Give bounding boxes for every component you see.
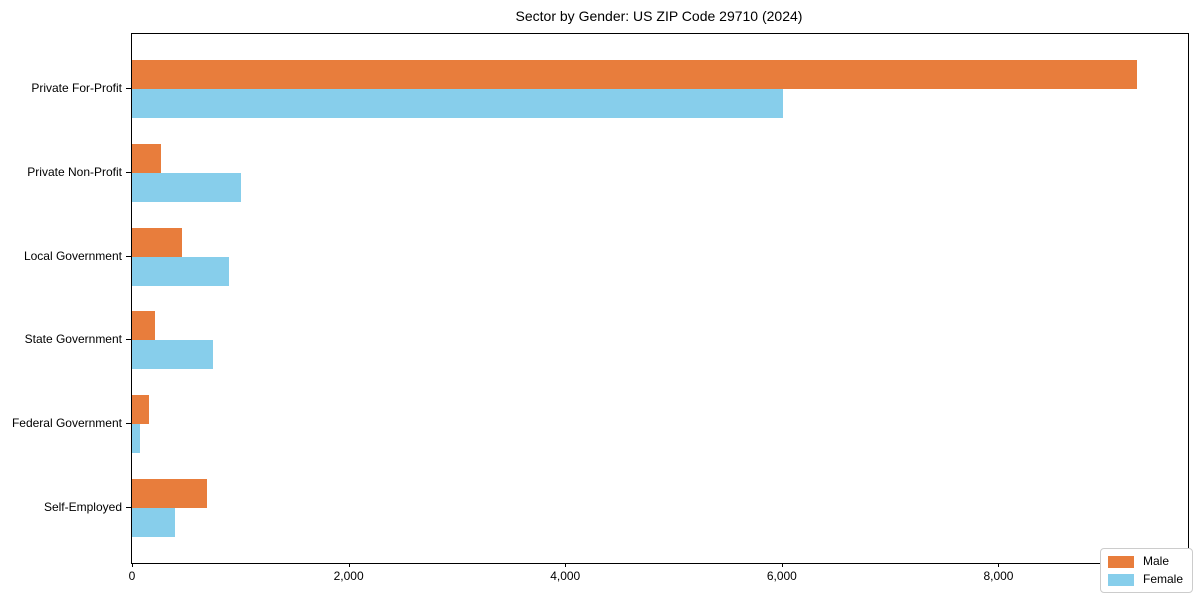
y-tick-label-federal-government: Federal Government xyxy=(11,416,122,431)
x-tick-mark xyxy=(132,563,133,567)
x-tick-label-6-000: 6,000 xyxy=(766,569,797,583)
plot-area xyxy=(131,33,1189,564)
bar-male-local-government xyxy=(132,227,182,257)
legend-swatch-female xyxy=(1107,573,1134,586)
x-tick-mark xyxy=(998,563,1000,567)
x-tick-label-4-000: 4,000 xyxy=(550,569,581,583)
legend-label-female: Female xyxy=(1142,572,1183,586)
x-tick-mark xyxy=(348,563,350,567)
bar-female-state-government xyxy=(132,340,213,370)
y-tick-mark xyxy=(126,507,131,509)
legend: Male Female xyxy=(1099,548,1193,593)
x-tick-label-2-000: 2,000 xyxy=(333,569,364,583)
bar-male-self-employed xyxy=(132,479,207,509)
bar-male-private-non-profit xyxy=(132,143,161,173)
x-tick-label-8-000: 8,000 xyxy=(983,569,1014,583)
bar-male-private-for-profit xyxy=(132,59,1137,89)
bar-female-private-for-profit xyxy=(132,88,783,118)
y-tick-label-local-government: Local Government xyxy=(23,248,122,263)
bar-female-federal-government xyxy=(132,424,140,454)
y-tick-mark xyxy=(126,171,131,173)
legend-swatch-male xyxy=(1107,555,1134,568)
legend-label-male: Male xyxy=(1142,554,1169,568)
y-tick-label-self-employed: Self-Employed xyxy=(43,500,122,515)
bar-male-federal-government xyxy=(132,395,149,425)
y-tick-mark xyxy=(126,339,131,341)
bar-female-private-non-profit xyxy=(132,172,241,202)
y-tick-mark xyxy=(126,423,131,425)
bar-male-state-government xyxy=(132,311,155,341)
y-tick-label-private-for-profit: Private For-Profit xyxy=(31,80,122,95)
y-tick-label-private-non-profit: Private Non-Profit xyxy=(27,164,122,179)
legend-entry-female: Female xyxy=(1107,572,1183,586)
bar-female-self-employed xyxy=(132,508,175,538)
y-tick-label-state-government: State Government xyxy=(24,332,122,347)
x-tick-label-0: 0 xyxy=(128,569,136,583)
chart-title: Sector by Gender: US ZIP Code 29710 (202… xyxy=(515,8,803,24)
y-tick-mark xyxy=(126,87,131,89)
x-tick-mark xyxy=(781,563,783,567)
y-tick-mark xyxy=(126,255,131,257)
bar-female-local-government xyxy=(132,256,229,286)
legend-entry-male: Male xyxy=(1107,554,1183,568)
x-tick-mark xyxy=(565,563,567,567)
